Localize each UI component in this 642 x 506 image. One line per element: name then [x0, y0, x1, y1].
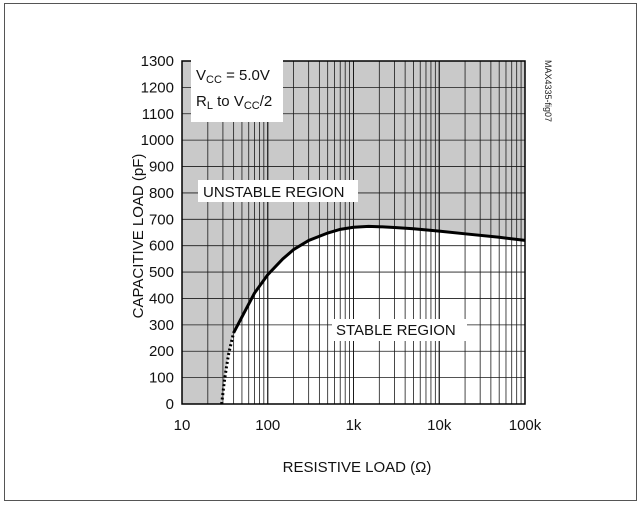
- y-tick-label: 300: [149, 317, 174, 334]
- x-tick-label: 100k: [509, 417, 542, 434]
- y-tick-label: 800: [149, 185, 174, 202]
- y-tick-label: 1000: [141, 132, 174, 149]
- y-axis-title: CAPACITIVE LOAD (pF): [130, 154, 147, 319]
- figure-id: MAX4335-fig07: [543, 60, 553, 122]
- y-tick-label: 400: [149, 290, 174, 307]
- x-tick-label: 1k: [346, 417, 362, 434]
- y-tick-label: 600: [149, 238, 174, 255]
- unstable-region-label: UNSTABLE REGION: [203, 184, 344, 201]
- y-tick-label: 700: [149, 211, 174, 228]
- y-tick-label: 1100: [142, 106, 174, 123]
- y-tick-label: 900: [149, 159, 174, 176]
- stable-region-label: STABLE REGION: [336, 322, 456, 339]
- y-tick-labels: 0 100 200 300 400 500 600 700 800 900 1000 1100 1200…: [141, 53, 174, 413]
- plot-border: [181, 60, 526, 405]
- x-tick-labels: 10 100 1k 10k 100k: [174, 417, 542, 434]
- vcc-condition: VCC = 5.0V: [196, 67, 270, 86]
- y-tick-label: 0: [166, 396, 174, 413]
- boundary-curve: [232, 224, 526, 334]
- x-tick-label: 10k: [427, 417, 452, 434]
- stable-label-bg: [332, 319, 467, 341]
- y-tick-label: 500: [149, 264, 174, 281]
- x-axis-title: RESISTIVE LOAD (Ω): [283, 459, 432, 476]
- unstable-label-bg: [198, 180, 358, 202]
- rl-condition: RL to VCC/2: [196, 93, 272, 112]
- figure-frame: 0 100 200 300 400 500 600 700 800 900 1000 1100 1200…: [4, 3, 637, 501]
- x-tick-label: 10: [174, 417, 191, 434]
- y-tick-label: 200: [149, 343, 174, 360]
- y-tick-label: 1300: [141, 53, 174, 70]
- y-tick-label: 1200: [141, 79, 174, 96]
- chart: 0 100 200 300 400 500 600 700 800 900 1000 1100 1200…: [130, 53, 553, 476]
- y-tick-label: 100: [149, 370, 174, 387]
- conditions-box: [191, 58, 283, 122]
- x-tick-label: 100: [255, 417, 280, 434]
